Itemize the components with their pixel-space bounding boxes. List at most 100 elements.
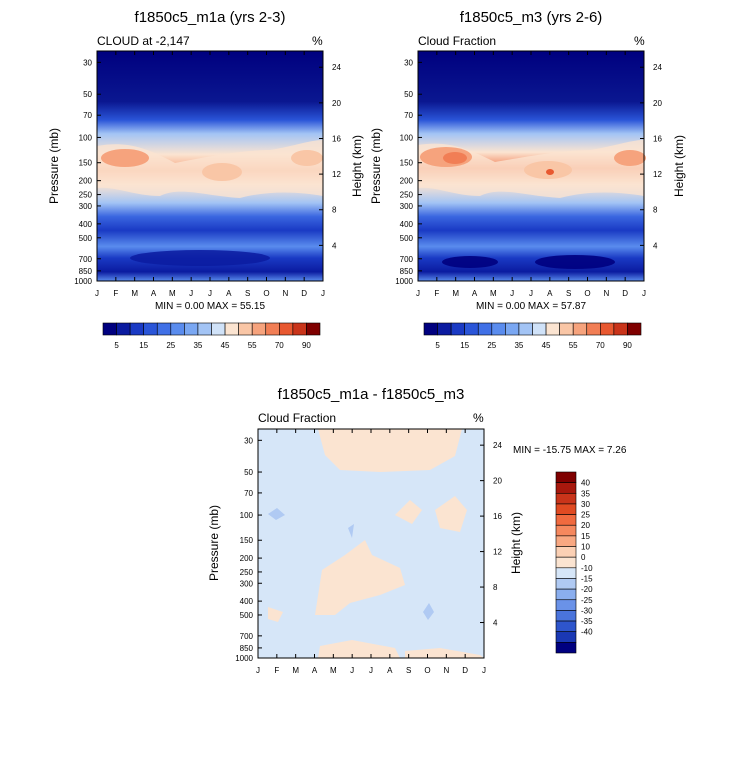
panel-3-warm-patch-2: [435, 496, 467, 532]
x-tick-label: J: [321, 289, 325, 298]
colorbar-label: 40: [581, 479, 590, 488]
panel-1-low-min: [130, 250, 270, 266]
colorbar-label: 5: [435, 341, 440, 350]
y-tick-label: 30: [404, 58, 413, 67]
y-tick-label: 50: [244, 468, 253, 477]
colorbar-label: 35: [514, 341, 523, 350]
colorbar-swatch: [265, 322, 280, 336]
colorbar-swatch: [532, 322, 547, 336]
panel-3-warm-patch-4: [268, 607, 283, 622]
y2-tick-label: 20: [332, 99, 341, 108]
panel-1-warm-peak-3: [291, 150, 323, 166]
x-tick-label: J: [256, 666, 260, 675]
panel-3-warm-low-1: [318, 640, 400, 658]
colorbar-label: -40: [581, 628, 593, 637]
x-tick-label: F: [274, 666, 279, 675]
colorbar-swatch: [102, 322, 117, 336]
panel-2-warm-peak-3: [614, 150, 646, 166]
colorbar-swatch: [505, 322, 520, 336]
colorbar-swatch: [586, 322, 601, 336]
colorbar-swatch: [555, 556, 577, 569]
panel-2-colorbar: 5 15 25 35 45 55 70 90: [423, 322, 642, 350]
panel-3-unit: %: [473, 411, 484, 425]
x-tick-label: M: [452, 289, 459, 298]
colorbar-swatch: [555, 610, 577, 622]
panel-1-warm-peak-2: [202, 163, 242, 181]
panel-1: f1850c5_m1a (yrs 2-3) CLOUD at -2,147 % …: [47, 9, 364, 350]
y-tick-label: 1000: [74, 277, 92, 286]
colorbar-swatch: [491, 322, 506, 336]
panel-1-colorbar: 5 15 25 35 45 55 70 90: [102, 322, 321, 350]
y-tick-label: 70: [244, 489, 253, 498]
colorbar-swatch: [555, 546, 577, 558]
panel-3-cool-patch-2: [348, 524, 354, 538]
colorbar-swatch: [559, 322, 574, 336]
colorbar-swatch: [555, 631, 577, 643]
y-tick-label: 850: [240, 644, 254, 653]
y-tick-label: 300: [79, 202, 93, 211]
panel-3-title: f1850c5_m1a - f1850c5_m3: [278, 386, 465, 403]
colorbar-label: 90: [302, 341, 311, 350]
y2-tick-label: 16: [332, 134, 341, 143]
x-tick-label: M: [330, 666, 337, 675]
y-tick-label: 100: [240, 511, 254, 520]
x-tick-label: M: [490, 289, 497, 298]
colorbar-swatch: [437, 322, 452, 336]
y-tick-label: 250: [79, 191, 93, 200]
colorbar-label: 55: [569, 341, 578, 350]
panel-3-minmax: MIN = -15.75 MAX = 7.26: [513, 445, 627, 456]
x-tick-label: J: [416, 289, 420, 298]
x-tick-label: A: [387, 666, 393, 675]
colorbar-swatch: [129, 322, 144, 336]
y-tick-label: 300: [240, 579, 254, 588]
colorbar-label: 5: [114, 341, 119, 350]
y-tick-label: 150: [79, 159, 93, 168]
y2-tick-label: 12: [493, 548, 502, 557]
colorbar-swatch: [555, 503, 577, 515]
colorbar-label: 25: [487, 341, 496, 350]
colorbar-swatch: [423, 322, 438, 336]
panel-3-cool-patch-3: [423, 603, 434, 620]
y2-tick-label: 4: [653, 241, 658, 250]
panel-2-left-label: Cloud Fraction: [418, 34, 496, 48]
colorbar-label: -35: [581, 617, 593, 626]
panel-2-low-min-1: [442, 256, 498, 268]
colorbar-swatch: [477, 322, 493, 336]
y2-tick-label: 8: [493, 583, 498, 592]
colorbar-swatch: [143, 322, 158, 336]
y2-tick-label: 8: [332, 206, 337, 215]
x-tick-label: J: [482, 666, 486, 675]
y-tick-label: 500: [79, 234, 93, 243]
panel-3-warm-patch-3: [315, 540, 405, 615]
colorbar-swatch: [545, 322, 560, 336]
x-tick-label: F: [113, 289, 118, 298]
y-tick-label: 200: [400, 177, 414, 186]
panel-3-ylabel: Pressure (mb): [207, 505, 221, 581]
colorbar-swatch: [184, 322, 199, 336]
x-tick-label: O: [424, 666, 430, 675]
x-tick-label: A: [151, 289, 157, 298]
y2-tick-label: 4: [493, 619, 498, 628]
colorbar-swatch: [238, 322, 253, 336]
x-tick-label: M: [169, 289, 176, 298]
y-tick-label: 850: [400, 267, 414, 276]
colorbar-label: 15: [139, 341, 148, 350]
y-tick-label: 200: [240, 554, 254, 563]
y2-tick-label: 24: [332, 63, 341, 72]
colorbar-label: -10: [581, 564, 593, 573]
panel-3-cool-patch-1: [268, 508, 285, 520]
colorbar-label: 45: [542, 341, 551, 350]
y2-tick-label: 16: [493, 512, 502, 521]
x-tick-label: J: [95, 289, 99, 298]
x-tick-label: O: [584, 289, 590, 298]
panel-2-title: f1850c5_m3 (yrs 2-6): [460, 9, 603, 26]
y-tick-label: 30: [244, 436, 253, 445]
colorbar-label: 70: [596, 341, 605, 350]
x-tick-label: N: [443, 666, 449, 675]
y-tick-label: 70: [83, 111, 92, 120]
x-tick-label: M: [292, 666, 299, 675]
y-tick-label: 50: [404, 90, 413, 99]
colorbar-swatch: [555, 578, 577, 590]
